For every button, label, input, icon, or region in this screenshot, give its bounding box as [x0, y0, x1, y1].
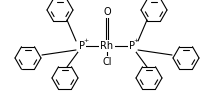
Text: O: O: [103, 7, 111, 17]
Text: Cl: Cl: [102, 57, 112, 67]
Text: +: +: [83, 39, 89, 43]
Text: +: +: [133, 39, 139, 43]
Text: Rh: Rh: [100, 41, 114, 51]
Text: P: P: [79, 41, 85, 51]
Text: P: P: [129, 41, 135, 51]
